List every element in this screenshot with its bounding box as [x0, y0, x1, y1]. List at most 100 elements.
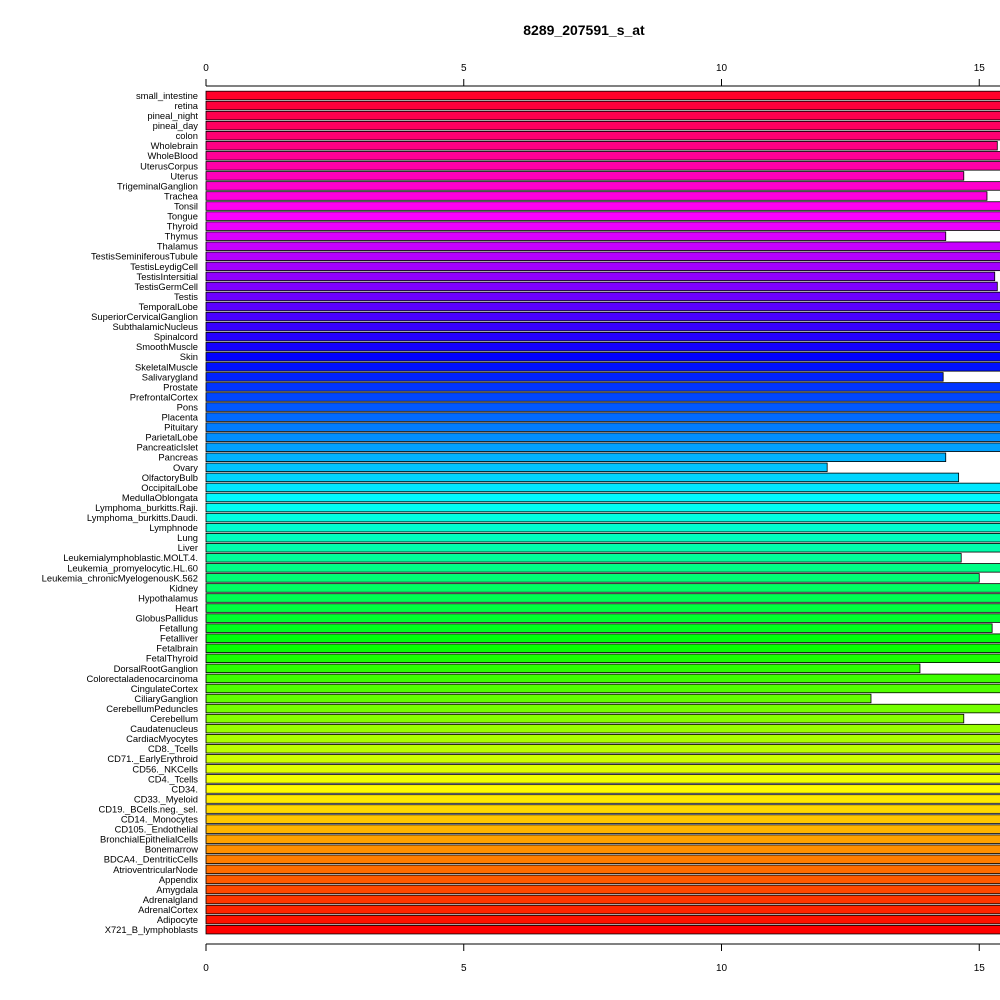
category-label: Appendix — [159, 874, 198, 885]
category-label: Fetalbrain — [156, 643, 198, 654]
bar-Colorectaladenocarcinoma — [205, 673, 1000, 684]
bottom-tick-label: 15 — [974, 963, 986, 974]
bar-Uterus — [205, 171, 965, 181]
bar-Appendix — [205, 874, 1000, 885]
category-label: Pons — [177, 401, 199, 412]
bar-PrefrontalCortex — [205, 392, 1000, 402]
category-label: Salivarygland — [142, 371, 198, 382]
category-label: pineal_day — [153, 120, 199, 131]
category-label: Amygdala — [156, 884, 198, 895]
bar-Adipocyte — [205, 914, 1000, 925]
category-label: CiliaryGanglion — [134, 693, 198, 704]
bar-MedullaOblongata — [205, 492, 1000, 503]
category-label: Thalamus — [157, 241, 198, 252]
category-label: Adipocyte — [157, 914, 198, 925]
category-label: WholeBlood — [147, 150, 198, 161]
category-label: retina — [175, 100, 199, 111]
bar-CingulateCortex — [205, 683, 1000, 694]
category-label: Wholebrain — [151, 140, 198, 151]
bar-CD56._NKCells — [205, 764, 1000, 774]
category-label: Thyroid — [167, 221, 198, 232]
category-label: Leukemia_promyelocytic.HL.60 — [67, 562, 198, 573]
bar-Lung — [205, 533, 1000, 543]
bar-TrigeminalGanglion — [205, 181, 1000, 191]
category-label: MedullaOblongata — [122, 492, 199, 503]
bar-AtrioventricularNode — [205, 864, 1000, 875]
bar-CD8._Tcells — [205, 744, 1000, 754]
bar-Fetallung — [205, 623, 993, 633]
bar-X721_B_lymphoblasts — [205, 924, 1000, 935]
bar-FetalThyroid — [205, 653, 1000, 664]
category-label: OlfactoryBulb — [142, 472, 198, 483]
category-label: Caudatenucleus — [130, 723, 198, 734]
bar-retina — [205, 100, 1000, 111]
bar-TestisLeydigCell — [205, 261, 1000, 272]
category-label: Prostate — [163, 381, 198, 392]
category-label: Lymphoma_burkitts.Raji. — [95, 502, 198, 513]
bottom-tick-label: 0 — [203, 963, 209, 974]
bar-Hypothalamus — [205, 593, 1000, 603]
chart-title: 8289_207591_s_at — [523, 22, 645, 38]
bar-OlfactoryBulb — [205, 472, 960, 483]
category-label: Lung — [177, 532, 198, 543]
category-label: Lymphoma_burkitts.Daudi. — [87, 512, 198, 523]
category-label: PancreaticIslet — [137, 442, 199, 453]
bar-CD34. — [205, 784, 1000, 794]
bar-Fetalbrain — [205, 643, 1000, 653]
category-label: TestisLeydigCell — [130, 261, 198, 272]
bar-Salivarygland — [205, 372, 944, 382]
top-tick-label: 5 — [461, 63, 467, 74]
bars-group — [205, 90, 1000, 935]
bar-Liver — [205, 543, 1000, 553]
bar-TestisSeminiferousTubule — [205, 251, 1000, 262]
bar-pineal_day — [205, 120, 1000, 131]
category-label: CD33._Myeloid — [134, 793, 198, 804]
bar-Bonemarrow — [205, 844, 1000, 854]
bar-CD33._Myeloid — [205, 794, 1000, 804]
category-label: Pituitary — [164, 422, 198, 433]
category-label: TestisGermCell — [134, 281, 198, 292]
category-label: Placenta — [162, 412, 199, 423]
category-label: Skin — [180, 351, 198, 362]
category-label: Hypothalamus — [138, 592, 198, 603]
bottom-tick-label: 10 — [716, 963, 728, 974]
bar-Ovary — [205, 462, 828, 473]
category-label: CD34. — [171, 783, 198, 794]
bottom-tick-label: 5 — [461, 963, 467, 974]
bar-Fetalliver — [205, 633, 1000, 643]
category-label: Thymus — [165, 231, 199, 242]
category-label: Fetalliver — [160, 633, 198, 644]
top-x-axis: 0510152025 — [203, 63, 1000, 87]
category-label: CD71._EarlyErythroid — [107, 753, 198, 764]
category-label: CD19._BCells.neg._sel. — [98, 803, 198, 814]
category-label: Testis — [174, 291, 198, 302]
category-label: BDCA4._DentriticCells — [104, 854, 199, 865]
bar-Skin — [205, 352, 1000, 362]
bar-Adrenalgland — [205, 894, 1000, 905]
bar-small_intestine — [205, 90, 1000, 101]
top-tick-label: 0 — [203, 63, 209, 74]
bar-CD105._Endothelial — [205, 824, 1000, 834]
bar-TestisGermCell — [205, 281, 998, 292]
bar-OccipitalLobe — [205, 482, 1000, 493]
category-label: GlobusPallidus — [135, 613, 198, 624]
bar-Lymphoma_burkitts.Raji. — [205, 502, 1000, 513]
bar-PancreaticIslet — [205, 442, 1000, 452]
bar-CD14._Monocytes — [205, 814, 1000, 824]
category-label: Fetallung — [159, 623, 198, 634]
category-label: Adrenalgland — [143, 894, 198, 905]
bar-Thymus — [205, 231, 947, 241]
bar-Prostate — [205, 382, 1000, 392]
bar-Testis — [205, 291, 1000, 302]
bar-Lymphoma_burkitts.Daudi. — [205, 512, 1000, 523]
bar-Wholebrain — [205, 141, 998, 151]
category-label: TemporalLobe — [139, 301, 198, 312]
category-label: AtrioventricularNode — [113, 864, 198, 875]
category-label: SubthalamicNucleus — [113, 321, 199, 332]
bar-SmoothMuscle — [205, 342, 1000, 352]
bar-TestisIntersitial — [205, 271, 996, 282]
category-label: OccipitalLobe — [141, 482, 198, 493]
bar-BronchialEpithelialCells — [205, 834, 1000, 844]
bar-Tonsil — [205, 201, 1000, 211]
category-label: Lymphnode — [149, 522, 198, 533]
